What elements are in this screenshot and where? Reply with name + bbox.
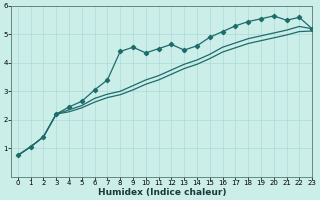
X-axis label: Humidex (Indice chaleur): Humidex (Indice chaleur) <box>98 188 226 197</box>
